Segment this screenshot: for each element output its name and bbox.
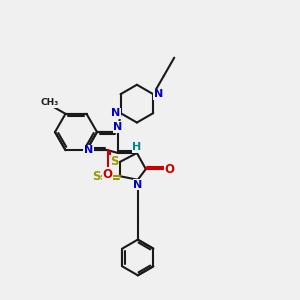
Text: S: S xyxy=(110,155,118,168)
Text: S: S xyxy=(92,170,100,183)
Text: H: H xyxy=(132,142,142,152)
Text: N: N xyxy=(84,145,93,155)
Text: CH₃: CH₃ xyxy=(40,98,58,107)
Text: O: O xyxy=(165,163,175,176)
Text: O: O xyxy=(103,168,112,181)
Text: N: N xyxy=(133,180,142,190)
Text: N: N xyxy=(111,108,120,118)
Text: N: N xyxy=(113,122,123,132)
Text: N: N xyxy=(154,89,163,99)
